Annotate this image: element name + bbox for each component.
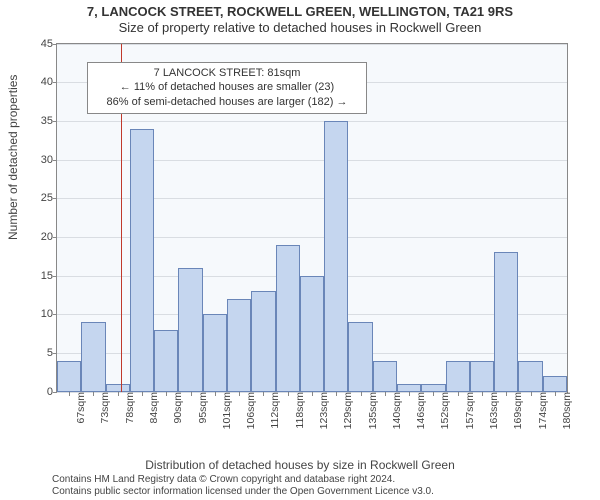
y-axis-label: Number of detached properties bbox=[6, 75, 20, 240]
x-tick-mark bbox=[142, 392, 143, 396]
histogram-bar bbox=[276, 245, 300, 392]
y-tick-mark bbox=[53, 276, 57, 277]
histogram-bar bbox=[518, 361, 542, 392]
gridline bbox=[57, 44, 567, 45]
histogram-bar bbox=[81, 322, 105, 392]
x-tick-mark bbox=[531, 392, 532, 396]
x-tick-label: 73sqm bbox=[97, 392, 111, 424]
x-tick-mark bbox=[312, 392, 313, 396]
callout-line: 7 LANCOCK STREET: 81sqm bbox=[94, 66, 360, 81]
x-tick-mark bbox=[506, 392, 507, 396]
footer-line-1: Contains HM Land Registry data © Crown c… bbox=[52, 474, 434, 486]
x-tick-mark bbox=[239, 392, 240, 396]
x-tick-label: 169sqm bbox=[510, 392, 524, 429]
x-tick-label: 146sqm bbox=[413, 392, 427, 429]
x-tick-mark bbox=[433, 392, 434, 396]
x-tick-label: 157sqm bbox=[462, 392, 476, 429]
x-tick-label: 101sqm bbox=[219, 392, 233, 429]
y-tick-mark bbox=[53, 353, 57, 354]
x-tick-mark bbox=[555, 392, 556, 396]
title-subtitle: Size of property relative to detached ho… bbox=[0, 20, 600, 36]
title-address: 7, LANCOCK STREET, ROCKWELL GREEN, WELLI… bbox=[0, 0, 600, 20]
y-tick-mark bbox=[53, 160, 57, 161]
histogram-bar bbox=[397, 384, 421, 392]
x-tick-mark bbox=[458, 392, 459, 396]
x-tick-mark bbox=[166, 392, 167, 396]
x-tick-label: 95sqm bbox=[195, 392, 209, 424]
histogram-bar bbox=[130, 129, 154, 392]
y-tick-mark bbox=[53, 82, 57, 83]
x-tick-label: 174sqm bbox=[535, 392, 549, 429]
x-tick-label: 78sqm bbox=[122, 392, 136, 424]
histogram-bar bbox=[373, 361, 397, 392]
x-tick-label: 140sqm bbox=[389, 392, 403, 429]
x-tick-mark bbox=[361, 392, 362, 396]
histogram-chart: 05101520253035404567sqm73sqm78sqm84sqm90… bbox=[56, 43, 568, 393]
x-tick-mark bbox=[482, 392, 483, 396]
y-tick-mark bbox=[53, 237, 57, 238]
x-tick-mark bbox=[215, 392, 216, 396]
callout-line: ← 11% of detached houses are smaller (23… bbox=[94, 80, 360, 95]
gridline bbox=[57, 121, 567, 122]
attribution-footer: Contains HM Land Registry data © Crown c… bbox=[52, 474, 434, 498]
x-tick-label: 112sqm bbox=[267, 392, 281, 429]
histogram-bar bbox=[324, 121, 348, 392]
histogram-bar bbox=[57, 361, 81, 392]
x-tick-mark bbox=[288, 392, 289, 396]
x-axis-title: Distribution of detached houses by size … bbox=[0, 458, 600, 472]
histogram-bar bbox=[300, 276, 324, 392]
x-tick-label: 106sqm bbox=[243, 392, 257, 429]
y-tick-mark bbox=[53, 314, 57, 315]
footer-line-2: Contains public sector information licen… bbox=[52, 486, 434, 498]
y-tick-mark bbox=[53, 121, 57, 122]
x-tick-mark bbox=[336, 392, 337, 396]
histogram-bar bbox=[203, 314, 227, 391]
x-tick-label: 67sqm bbox=[73, 392, 87, 424]
histogram-bar bbox=[178, 268, 202, 392]
x-tick-label: 84sqm bbox=[146, 392, 160, 424]
x-tick-mark bbox=[385, 392, 386, 396]
histogram-bar bbox=[348, 322, 372, 392]
x-tick-label: 163sqm bbox=[486, 392, 500, 429]
marker-callout: 7 LANCOCK STREET: 81sqm← 11% of detached… bbox=[87, 62, 367, 115]
histogram-bar bbox=[421, 384, 445, 392]
x-tick-mark bbox=[191, 392, 192, 396]
callout-line: 86% of semi-detached houses are larger (… bbox=[94, 95, 360, 110]
histogram-bar bbox=[251, 291, 275, 392]
histogram-bar bbox=[227, 299, 251, 392]
y-tick-mark bbox=[53, 392, 57, 393]
x-tick-label: 135sqm bbox=[365, 392, 379, 429]
histogram-bar bbox=[446, 361, 470, 392]
x-tick-label: 123sqm bbox=[316, 392, 330, 429]
x-tick-mark bbox=[69, 392, 70, 396]
histogram-bar bbox=[470, 361, 494, 392]
x-tick-label: 118sqm bbox=[292, 392, 306, 429]
x-tick-label: 90sqm bbox=[170, 392, 184, 424]
x-tick-label: 129sqm bbox=[340, 392, 354, 429]
y-tick-mark bbox=[53, 44, 57, 45]
x-tick-mark bbox=[409, 392, 410, 396]
histogram-bar bbox=[106, 384, 130, 392]
histogram-bar bbox=[494, 252, 518, 391]
y-tick-mark bbox=[53, 198, 57, 199]
x-tick-label: 180sqm bbox=[559, 392, 573, 429]
histogram-bar bbox=[543, 376, 567, 391]
x-tick-mark bbox=[118, 392, 119, 396]
x-tick-mark bbox=[263, 392, 264, 396]
histogram-bar bbox=[154, 330, 178, 392]
x-tick-mark bbox=[93, 392, 94, 396]
x-tick-label: 152sqm bbox=[437, 392, 451, 429]
